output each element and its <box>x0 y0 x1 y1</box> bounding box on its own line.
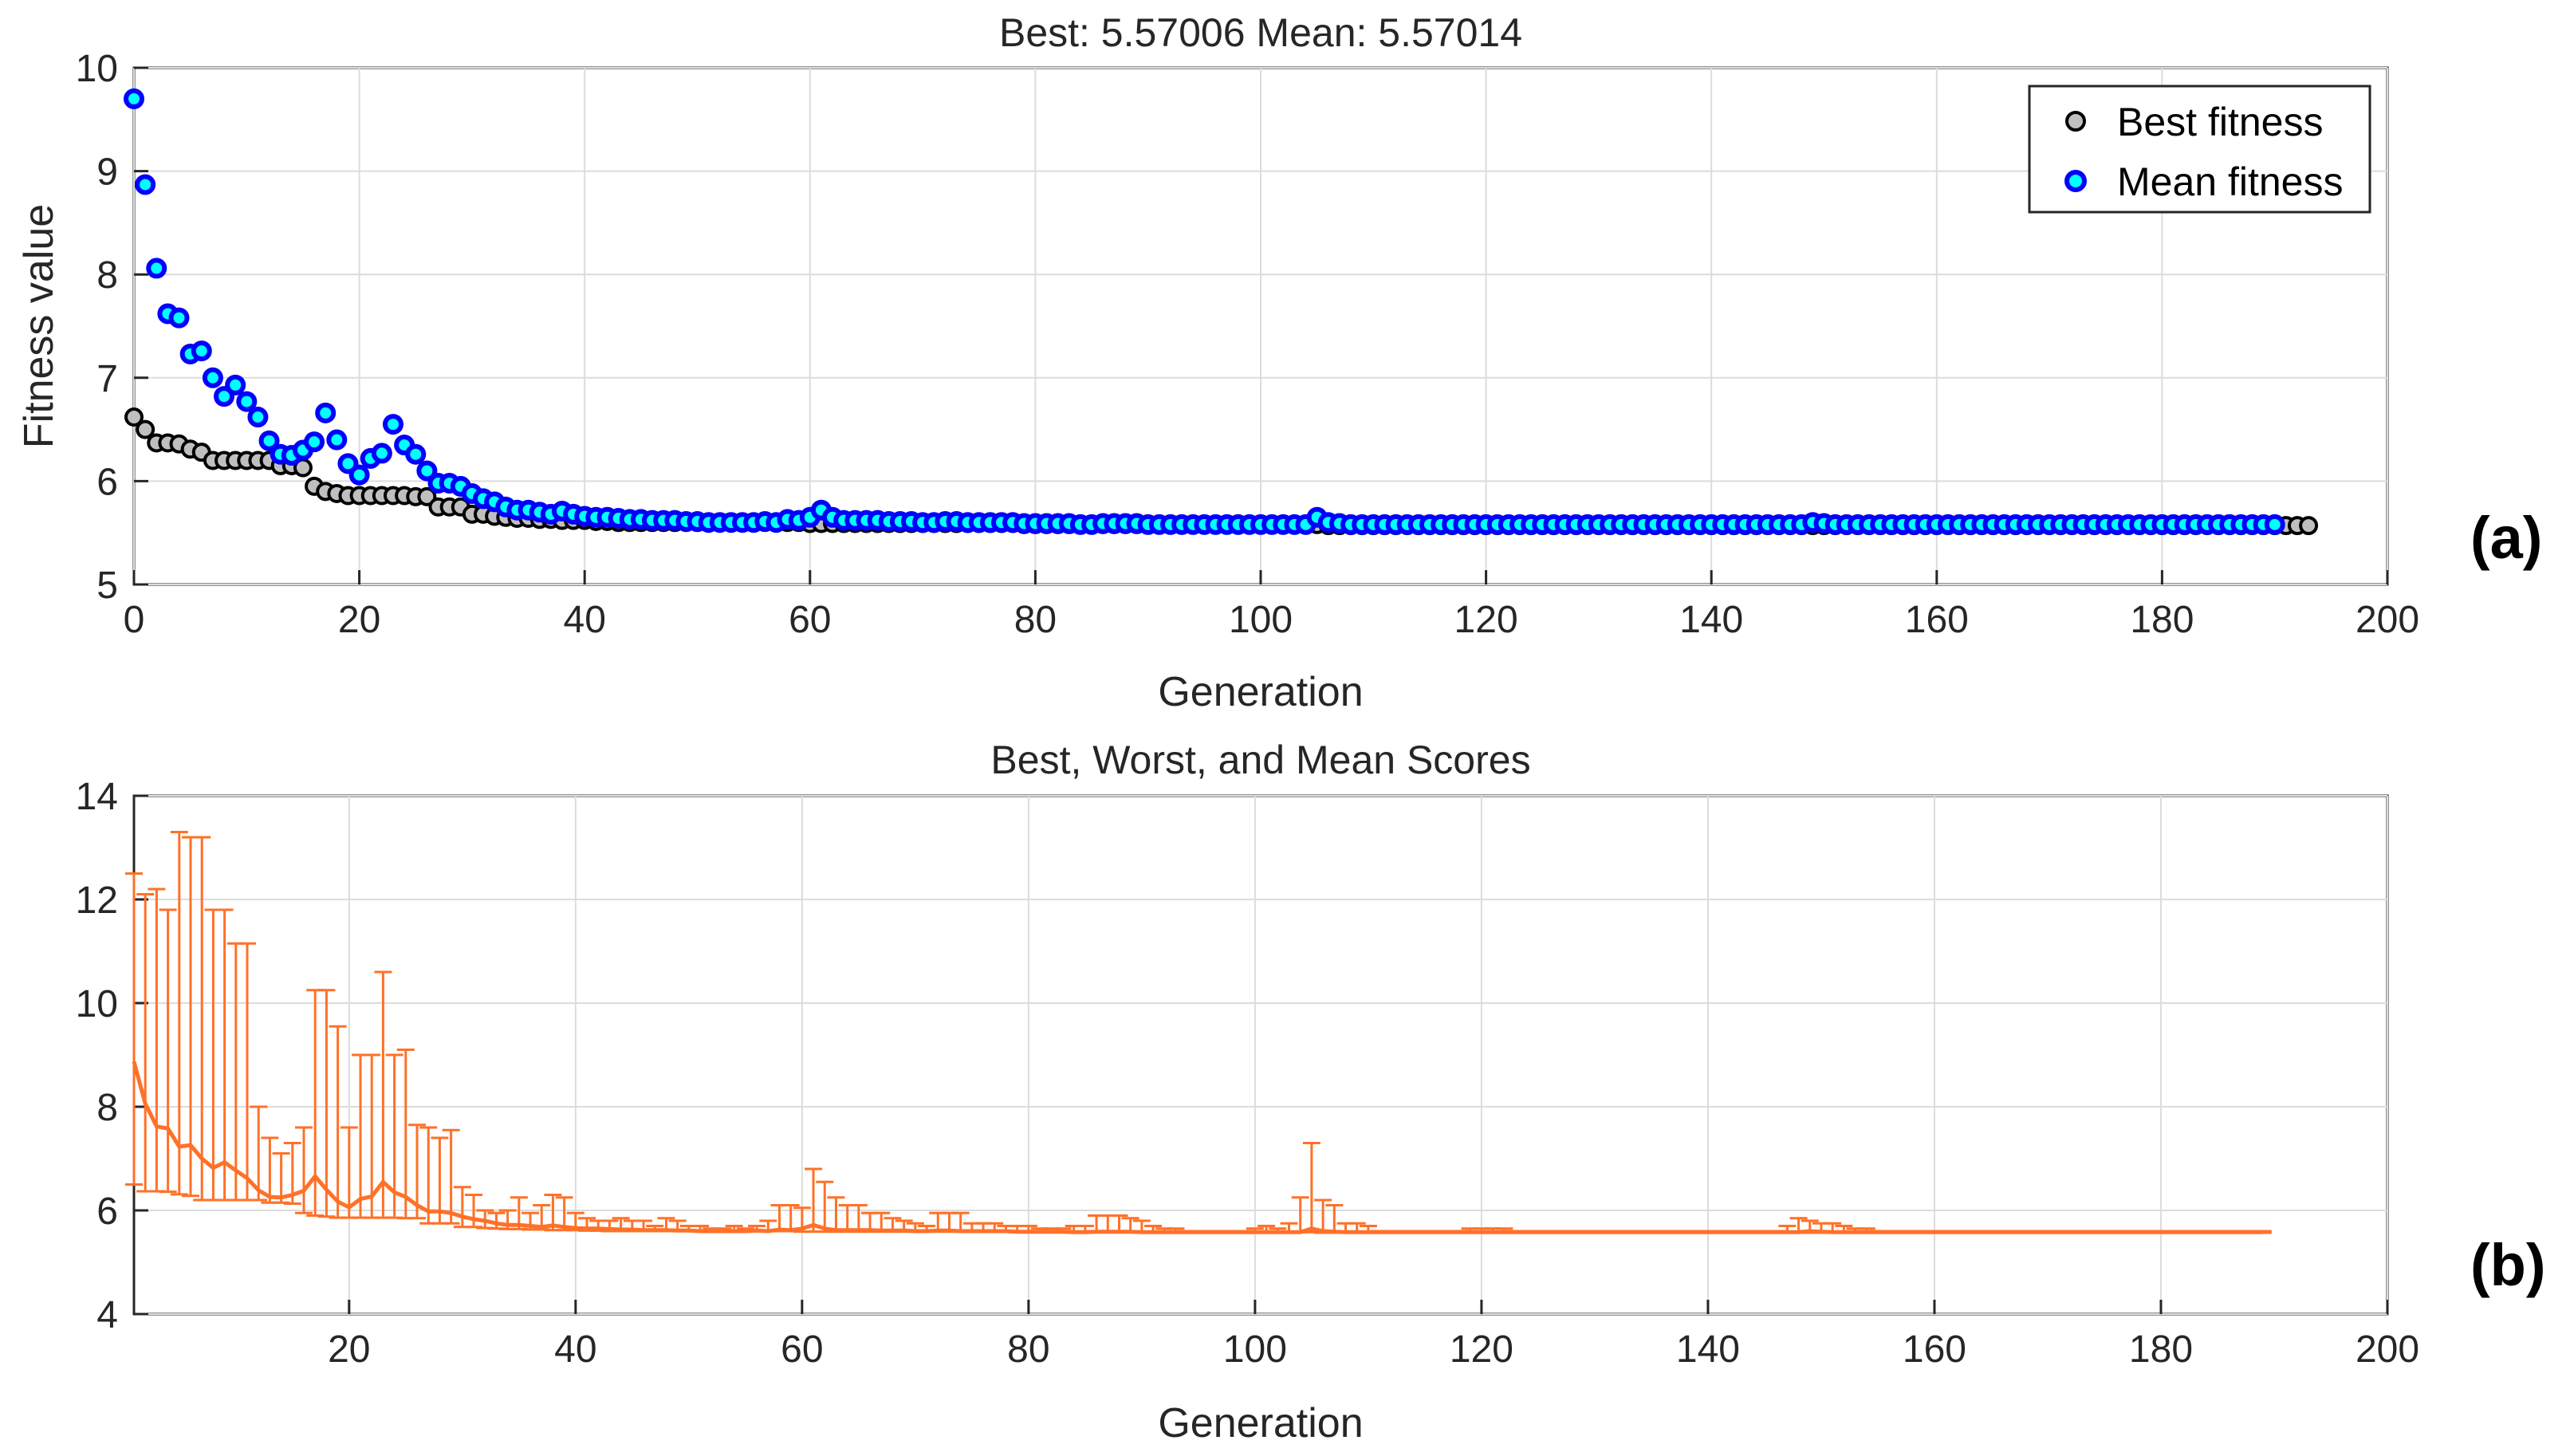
best-fitness-point <box>136 419 155 439</box>
chart-b-ytick-label: 14 <box>76 776 118 818</box>
mean-fitness-point <box>304 431 325 453</box>
chart-a-title: Best: 5.57006 Mean: 5.57014 <box>999 10 1522 55</box>
chart-a-xtick-label: 100 <box>1229 599 1293 641</box>
chart-a-ytick-label: 6 <box>96 461 118 503</box>
range-bar <box>125 872 143 1186</box>
legend-box <box>2028 85 2371 214</box>
chart-b-xtick-label: 120 <box>1450 1328 1513 1371</box>
mean-fitness-series <box>124 88 2285 535</box>
mean-fitness-point <box>247 407 269 428</box>
mean-fitness-point <box>258 430 280 451</box>
best-fitness-point <box>124 407 144 427</box>
range-bar <box>442 1128 460 1225</box>
chart-b-xtick-label: 100 <box>1223 1328 1287 1371</box>
chart-a-ytick-label: 7 <box>96 358 118 400</box>
chart-a-xtick-label: 0 <box>124 599 145 641</box>
chart-a-ylabel: Fitness value <box>16 204 62 448</box>
mean-fitness-point <box>371 443 392 464</box>
chart-a-ticks: 0 20 40 60 80 100 120 140 160 180 200 5 6 7 8 9 10 <box>76 48 2419 641</box>
chart-b-ytick-label: 12 <box>76 880 118 922</box>
chart-a-xtick-label: 200 <box>2356 599 2419 641</box>
chart-b-ytick-label: 6 <box>96 1190 118 1233</box>
chart-a-xtick-label: 20 <box>338 599 380 641</box>
chart-b-title: Best, Worst, and Mean Scores <box>990 738 1530 782</box>
chart-a-xtick-label: 40 <box>564 599 606 641</box>
chart-a-xtick-label: 80 <box>1014 599 1057 641</box>
best-fitness-point <box>417 486 437 506</box>
range-bar <box>170 831 188 1196</box>
chart-a-legend: Best fitness Mean fitness <box>2028 85 2371 214</box>
mean-fitness-point <box>146 258 167 279</box>
chart-b-ytick-label: 10 <box>76 983 118 1025</box>
mean-fitness-point <box>191 340 212 362</box>
chart-a-xtick-label: 120 <box>1454 599 1518 641</box>
chart-b-xtick-label: 40 <box>554 1328 596 1371</box>
mean-fitness-point <box>416 460 438 482</box>
legend-best-marker <box>2065 111 2086 132</box>
chart-a-xtick-label: 160 <box>1905 599 1969 641</box>
mean-fitness-point <box>236 391 258 412</box>
chart-b-ytick-label: 4 <box>96 1294 118 1336</box>
chart-a: 0 20 40 60 80 100 120 140 160 180 200 5 6 7 8 9 10 Best:… <box>16 10 2542 715</box>
chart-b: 20 40 60 80 100 120 140 160 180 200 4 6 8 10 12 14 Best… <box>76 738 2546 1446</box>
mean-fitness-point <box>405 443 427 465</box>
chart-a-ytick-label: 9 <box>96 152 118 194</box>
mean-fitness-point <box>202 367 223 388</box>
legend-mean-label: Mean fitness <box>2117 159 2343 204</box>
chart-b-xtick-label: 160 <box>1903 1328 1966 1371</box>
chart-b-xtick-label: 20 <box>328 1328 370 1371</box>
mean-fitness-point <box>135 174 156 195</box>
chart-a-xtick-label: 140 <box>1679 599 1743 641</box>
chart-b-marks <box>125 831 2272 1234</box>
panel-label-b: (b) <box>2470 1232 2546 1298</box>
range-bar <box>408 1123 427 1220</box>
mean-score-line <box>132 1061 2263 1234</box>
mean-fitness-point <box>348 464 370 486</box>
chart-a-xtick-label: 180 <box>2130 599 2194 641</box>
legend-best-label: Best fitness <box>2117 100 2323 144</box>
mean-fitness-point <box>382 414 403 435</box>
chart-b-axes <box>132 794 2389 1316</box>
range-bar <box>295 1126 313 1214</box>
mean-fitness-point <box>2264 514 2285 535</box>
chart-b-ticks: 20 40 60 80 100 120 140 160 180 200 4 6 8 10 12 14 <box>76 776 2419 1371</box>
chart-a-ytick-label: 10 <box>76 48 118 90</box>
chart-a-ytick-label: 8 <box>96 254 118 297</box>
chart-a-ytick-label: 5 <box>96 565 118 607</box>
legend-mean-marker <box>2064 170 2087 192</box>
mean-fitness-point <box>225 374 246 395</box>
chart-b-xtick-label: 140 <box>1676 1328 1740 1371</box>
mean-fitness-point <box>124 88 144 109</box>
mean-fitness-point <box>337 453 359 474</box>
chart-b-xlabel: Generation <box>1158 1400 1363 1446</box>
chart-a-xlabel: Generation <box>1158 669 1363 715</box>
mean-fitness-point <box>315 402 337 423</box>
chart-a-xtick-label: 60 <box>789 599 831 641</box>
range-bar <box>250 1105 268 1202</box>
panel-label-a: (a) <box>2470 505 2542 571</box>
mean-fitness-point <box>326 429 348 451</box>
chart-b-xtick-label: 60 <box>781 1328 823 1371</box>
chart-b-xtick-label: 180 <box>2129 1328 2193 1371</box>
chart-b-ytick-label: 8 <box>96 1087 118 1129</box>
chart-b-xtick-label: 80 <box>1007 1328 1049 1371</box>
mean-fitness-point <box>214 386 235 407</box>
range-bar <box>159 908 177 1194</box>
best-fitness-point <box>2299 516 2319 536</box>
mean-fitness-point <box>168 307 190 329</box>
chart-b-xtick-label: 200 <box>2356 1328 2419 1371</box>
chart-a-marks <box>124 88 2319 536</box>
chart-b-grid <box>134 795 2388 1315</box>
